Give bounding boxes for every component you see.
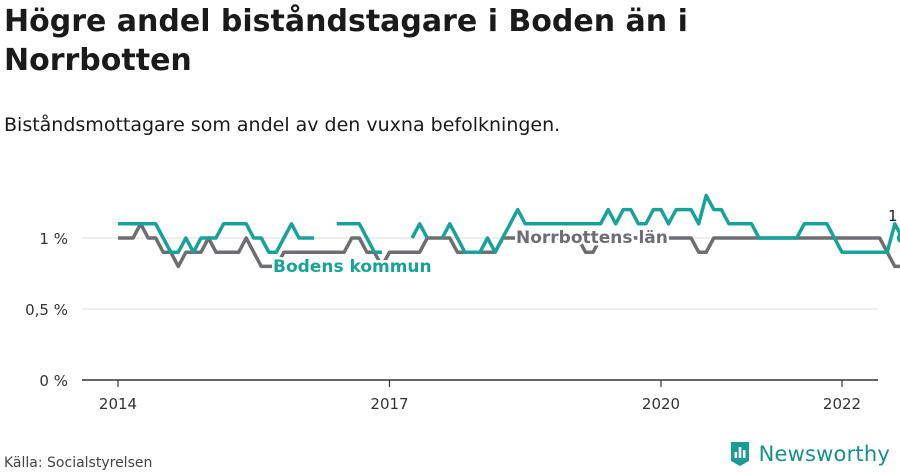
newsworthy-logo-icon <box>730 442 749 466</box>
series-end-marker <box>896 233 900 243</box>
x-tick-label: 2017 <box>370 395 408 413</box>
series-line-0 <box>118 193 900 254</box>
series-label: Bodens kommun <box>273 257 432 277</box>
y-tick-label: 0 % <box>39 372 68 390</box>
axes: 0 % 0,5 % 1 % 2014 2017 2020 2022 <box>25 230 878 413</box>
y-tick-label: 0,5 % <box>25 301 68 319</box>
chart-title: Högre andel biståndstagare i Boden än i … <box>4 4 688 78</box>
series-lines <box>118 193 900 269</box>
end-value-label: 1 % <box>888 207 900 225</box>
brand-name: Newsworthy <box>758 442 890 466</box>
y-tick-label: 1 % <box>39 230 68 248</box>
series-line-1 <box>118 222 900 269</box>
x-tick-label: 2014 <box>99 395 137 413</box>
series-label-halo: Norrbottens län <box>516 228 668 248</box>
chart-subtitle: Biståndsmottagare som andel av den vuxna… <box>4 114 561 136</box>
x-tick-label: 2020 <box>642 395 680 413</box>
series-label-halo: Bodens kommun <box>273 257 432 277</box>
source-note: Källa: Socialstyrelsen <box>4 455 153 471</box>
series-label: Norrbottens län <box>516 228 668 248</box>
x-tick-label: 2022 <box>823 395 861 413</box>
brand[interactable]: Newsworthy <box>729 441 890 467</box>
